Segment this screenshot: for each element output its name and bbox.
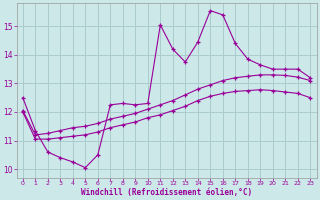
X-axis label: Windchill (Refroidissement éolien,°C): Windchill (Refroidissement éolien,°C) bbox=[81, 188, 252, 197]
